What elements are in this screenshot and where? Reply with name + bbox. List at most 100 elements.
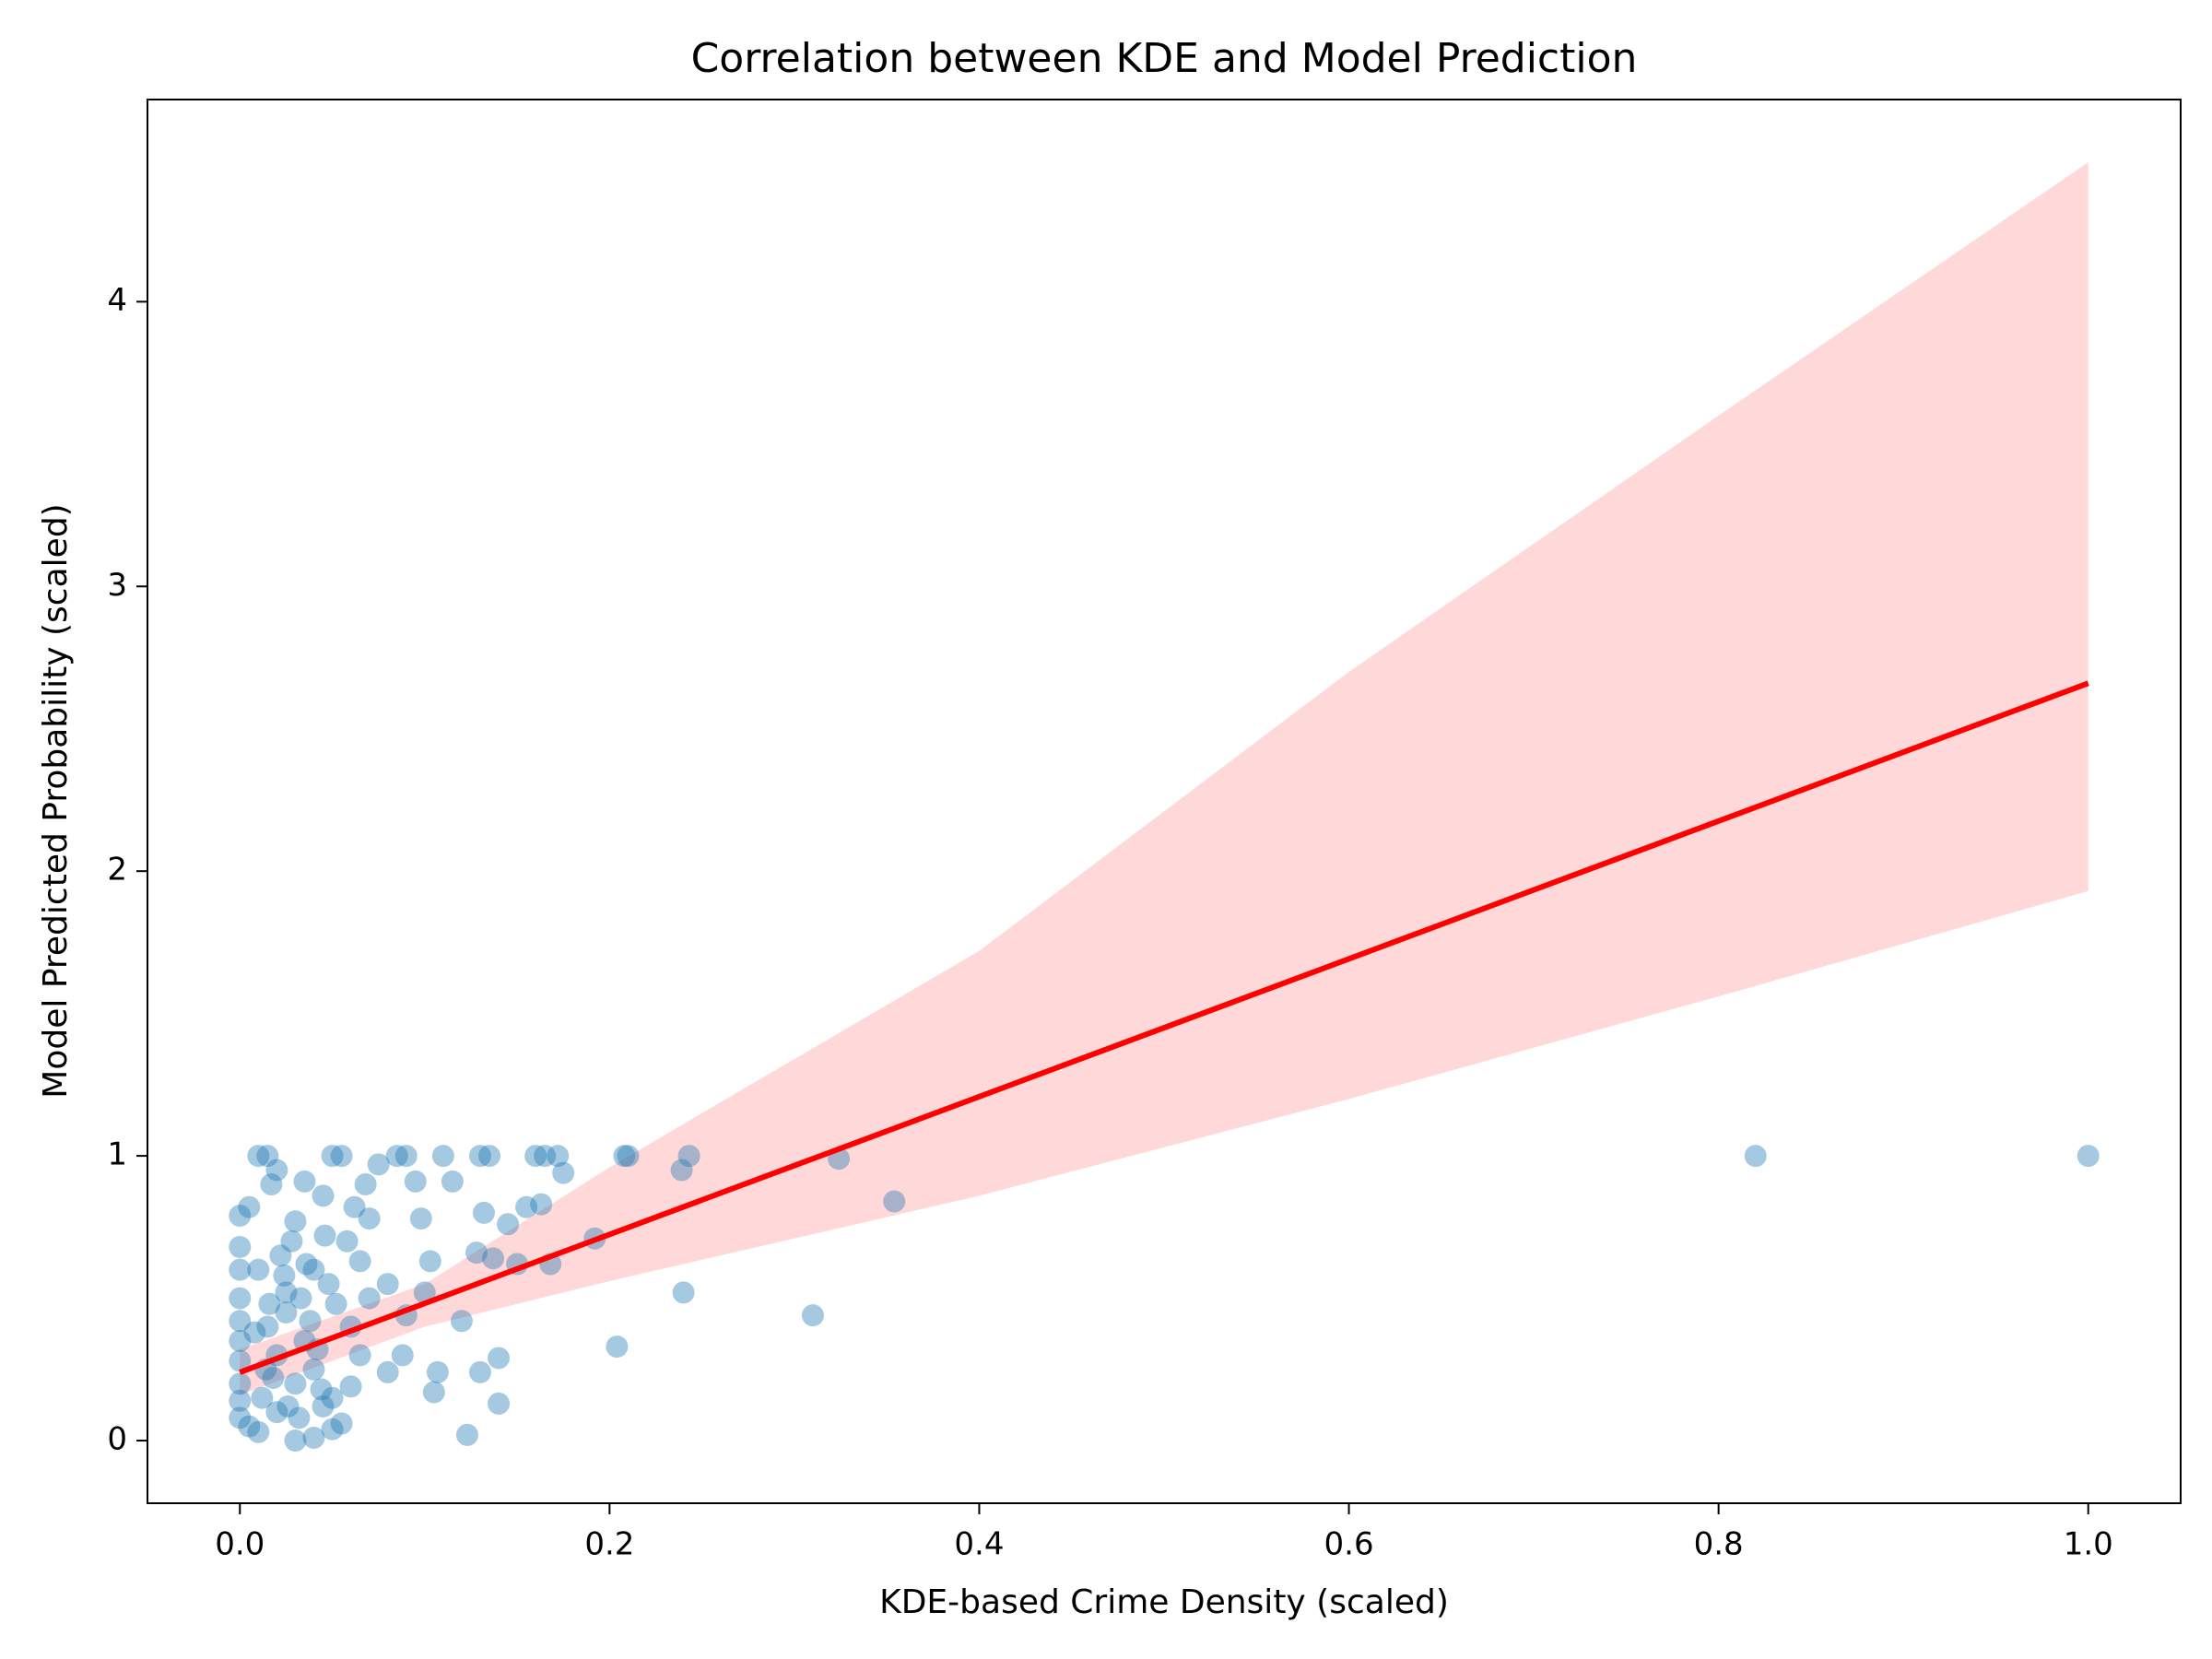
scatter-point bbox=[280, 1230, 303, 1253]
scatter-point bbox=[289, 1287, 312, 1310]
scatter-point bbox=[324, 1292, 347, 1315]
scatter-point bbox=[247, 1420, 270, 1443]
scatter-point bbox=[313, 1224, 336, 1247]
scatter-point bbox=[238, 1195, 261, 1218]
scatter-point bbox=[422, 1381, 445, 1404]
scatter-point bbox=[310, 1378, 333, 1401]
scatter-point bbox=[465, 1241, 488, 1265]
scatter-point bbox=[431, 1145, 454, 1168]
scatter-point bbox=[547, 1145, 570, 1168]
y-tick-label: 1 bbox=[107, 1136, 127, 1173]
scatter-point bbox=[229, 1204, 252, 1227]
y-tick-label: 2 bbox=[107, 852, 127, 888]
scatter-point bbox=[497, 1213, 520, 1236]
scatter-point bbox=[229, 1372, 252, 1395]
x-tick-label: 0.6 bbox=[1324, 1526, 1374, 1563]
scatter-point bbox=[265, 1159, 288, 1182]
scatter-point bbox=[515, 1195, 538, 1218]
scatter-point bbox=[376, 1273, 399, 1296]
scatter-point bbox=[672, 1281, 695, 1304]
scatter-point bbox=[288, 1406, 311, 1430]
scatter-point bbox=[677, 1145, 700, 1168]
y-tick-label: 0 bbox=[107, 1421, 127, 1458]
x-tick-label: 0.4 bbox=[954, 1526, 1004, 1563]
x-tick-label: 1.0 bbox=[2064, 1526, 2113, 1563]
scatter-point bbox=[404, 1170, 427, 1193]
scatter-point bbox=[275, 1301, 298, 1324]
scatter-point bbox=[552, 1161, 575, 1184]
scatter-point bbox=[229, 1389, 252, 1412]
scatter-point bbox=[284, 1210, 307, 1233]
scatter-point bbox=[312, 1394, 335, 1418]
scatter-point bbox=[617, 1145, 640, 1168]
scatter-point bbox=[229, 1349, 252, 1372]
scatter-point bbox=[488, 1347, 511, 1370]
scatter-point bbox=[534, 1145, 557, 1168]
scatter-point bbox=[269, 1244, 292, 1267]
scatter-point bbox=[348, 1344, 371, 1367]
scatter-point bbox=[260, 1173, 283, 1196]
scatter-point bbox=[358, 1287, 381, 1310]
scatter-point bbox=[335, 1230, 359, 1253]
x-tick-label: 0.8 bbox=[1694, 1526, 1744, 1563]
scatter-point bbox=[801, 1304, 824, 1327]
scatter-point bbox=[530, 1193, 553, 1216]
scatter-point bbox=[302, 1358, 325, 1381]
scatter-point bbox=[348, 1250, 371, 1273]
scatter-point bbox=[482, 1247, 505, 1270]
x-tick-label: 0.0 bbox=[215, 1526, 265, 1563]
scatter-point bbox=[302, 1426, 325, 1449]
x-axis-label: KDE-based Crime Density (scaled) bbox=[879, 1583, 1449, 1621]
scatter-point bbox=[295, 1253, 318, 1276]
scatter-point bbox=[413, 1281, 436, 1304]
scatter-point bbox=[613, 1145, 636, 1168]
scatter-point bbox=[426, 1360, 449, 1383]
scatter-point bbox=[606, 1335, 629, 1359]
scatter-point bbox=[883, 1190, 906, 1213]
scatter-point bbox=[376, 1360, 399, 1383]
scatter-point bbox=[238, 1415, 261, 1438]
scatter-point bbox=[488, 1392, 511, 1415]
scatter-point bbox=[243, 1321, 266, 1344]
scatter-point bbox=[339, 1375, 362, 1398]
scatter-point bbox=[299, 1310, 322, 1333]
regression-line bbox=[239, 680, 2089, 1375]
scatter-point bbox=[441, 1170, 464, 1193]
scatter-point bbox=[1744, 1145, 1767, 1168]
y-tick-label: 4 bbox=[107, 282, 127, 319]
scatter-point bbox=[455, 1423, 478, 1446]
scatter-point bbox=[354, 1173, 377, 1196]
scatter-point bbox=[312, 1184, 335, 1207]
scatter-point bbox=[258, 1292, 281, 1315]
scatter-point bbox=[275, 1281, 298, 1304]
scatter-point bbox=[478, 1145, 501, 1168]
scatter-point bbox=[273, 1264, 296, 1287]
chart-title: Correlation between KDE and Model Predic… bbox=[691, 35, 1638, 82]
scatter-point bbox=[330, 1412, 353, 1435]
scatter-point bbox=[321, 1418, 344, 1441]
scatter-point bbox=[670, 1159, 693, 1182]
scatter-point bbox=[385, 1145, 408, 1168]
scatter-point bbox=[251, 1386, 274, 1409]
y-tick-label: 3 bbox=[107, 567, 127, 604]
plot-frame bbox=[147, 99, 2182, 1504]
scatter-point bbox=[284, 1430, 307, 1453]
scatter-point bbox=[229, 1406, 252, 1430]
scatter-point bbox=[284, 1372, 307, 1395]
scatter-point bbox=[293, 1170, 316, 1193]
scatter-point bbox=[276, 1394, 300, 1418]
scatter-point bbox=[256, 1315, 279, 1338]
scatter-point bbox=[358, 1207, 381, 1230]
scatter-point bbox=[418, 1250, 441, 1273]
scatter-point bbox=[409, 1207, 432, 1230]
scatter-point bbox=[317, 1273, 340, 1296]
x-tick-label: 0.2 bbox=[584, 1526, 634, 1563]
scatter-point bbox=[262, 1367, 285, 1390]
scatter-point bbox=[472, 1201, 495, 1224]
scatter-point bbox=[524, 1145, 547, 1168]
y-axis-label: Model Predicted Probability (scaled) bbox=[37, 503, 75, 1098]
scatter-point bbox=[229, 1287, 252, 1310]
scatter-point bbox=[468, 1145, 491, 1168]
scatter-point bbox=[391, 1344, 414, 1367]
